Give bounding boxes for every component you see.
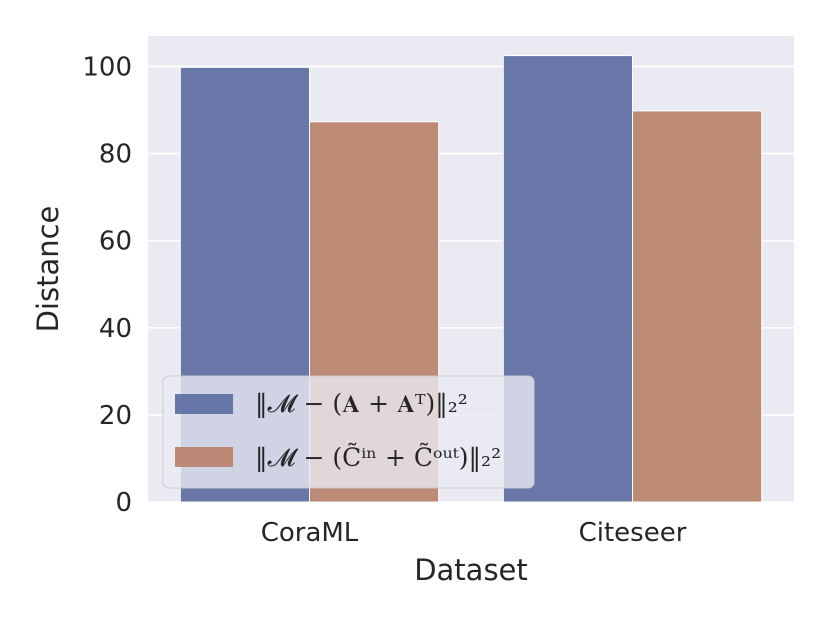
x-tick-labels: CoraML Citeseer	[261, 518, 687, 548]
y-tick-100: 100	[82, 52, 132, 82]
legend-box	[162, 375, 535, 489]
y-tick-80: 80	[99, 140, 132, 170]
x-tick-citeseer: Citeseer	[579, 518, 687, 548]
y-tick-0: 0	[115, 488, 132, 518]
y-axis-title: Distance	[31, 206, 65, 333]
x-axis-title: Dataset	[414, 553, 528, 587]
y-tick-60: 60	[99, 227, 132, 257]
legend: ‖𝓜 − (𝐀 + 𝐀ᵀ)‖₂² ‖𝓜 − (C̃ⁱⁿ + C̃ᵒᵘᵗ)‖₂²	[162, 375, 535, 489]
bars	[179, 55, 763, 503]
bar-citeseer-series-0	[502, 55, 633, 503]
legend-label-0: ‖𝓜 − (𝐀 + 𝐀ᵀ)‖₂²	[255, 389, 468, 419]
legend-swatch-1	[175, 447, 233, 467]
legend-swatch-0	[175, 394, 233, 414]
y-tick-labels: 0 20 40 60 80 100	[82, 52, 132, 518]
bar-citeseer-series-1	[632, 110, 763, 503]
x-tick-coraml: CoraML	[261, 518, 359, 548]
legend-label-1: ‖𝓜 − (C̃ⁱⁿ + C̃ᵒᵘᵗ)‖₂²	[255, 443, 501, 473]
y-tick-20: 20	[99, 401, 132, 431]
y-tick-40: 40	[99, 314, 132, 344]
